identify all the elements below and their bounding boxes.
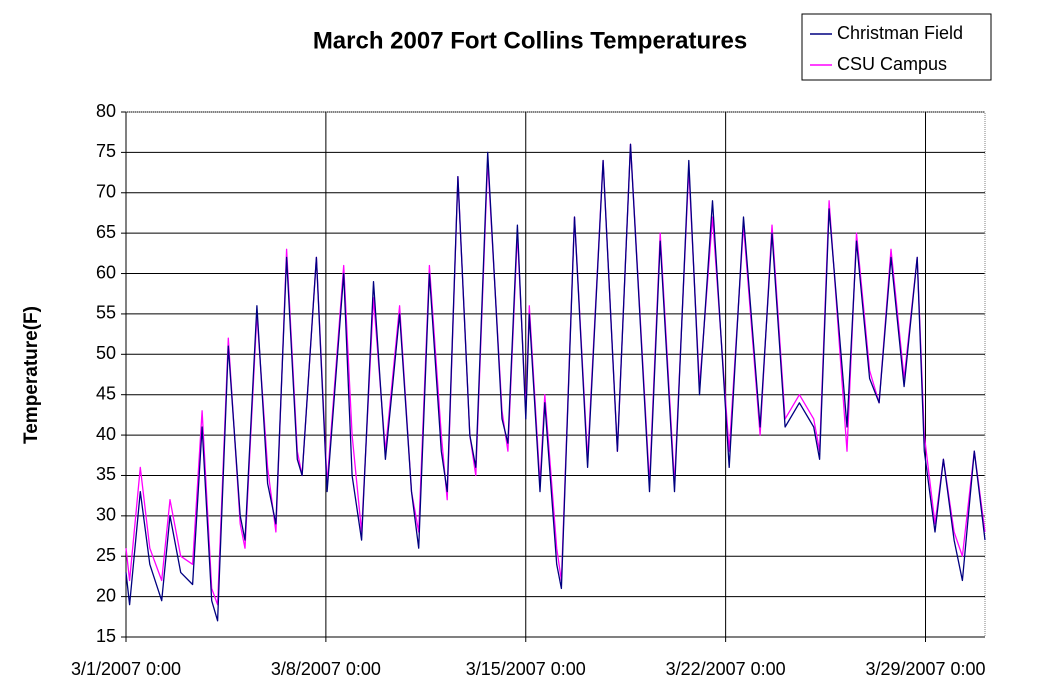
x-tick-label: 3/1/2007 0:00 [71,659,181,679]
x-tick-label: 3/29/2007 0:00 [865,659,985,679]
y-tick-label: 35 [96,464,116,484]
y-tick-label: 30 [96,505,116,525]
series-line [125,143,986,622]
y-tick-label: 25 [96,545,116,565]
x-tick-label: 3/22/2007 0:00 [666,659,786,679]
x-tick-label: 3/8/2007 0:00 [271,659,381,679]
y-tick-label: 60 [96,262,116,282]
y-tick-label: 65 [96,222,116,242]
y-tick-label: 20 [96,585,116,605]
y-tick-label: 55 [96,303,116,323]
legend-box [801,13,992,81]
y-tick-label: 45 [96,383,116,403]
x-tick-label: 3/15/2007 0:00 [466,659,586,679]
y-tick-label: 80 [96,101,116,121]
y-tick-label: 40 [96,424,116,444]
y-axis-label: Temperature(F) [21,306,42,444]
y-tick-label: 75 [96,141,116,161]
chart-title: March 2007 Fort Collins Temperatures [313,27,747,54]
y-tick-label: 15 [96,626,116,646]
y-tick-label: 50 [96,343,116,363]
y-tick-label: 70 [96,182,116,202]
legend-label: Christman Field [837,23,963,43]
legend-label: CSU Campus [837,54,947,74]
